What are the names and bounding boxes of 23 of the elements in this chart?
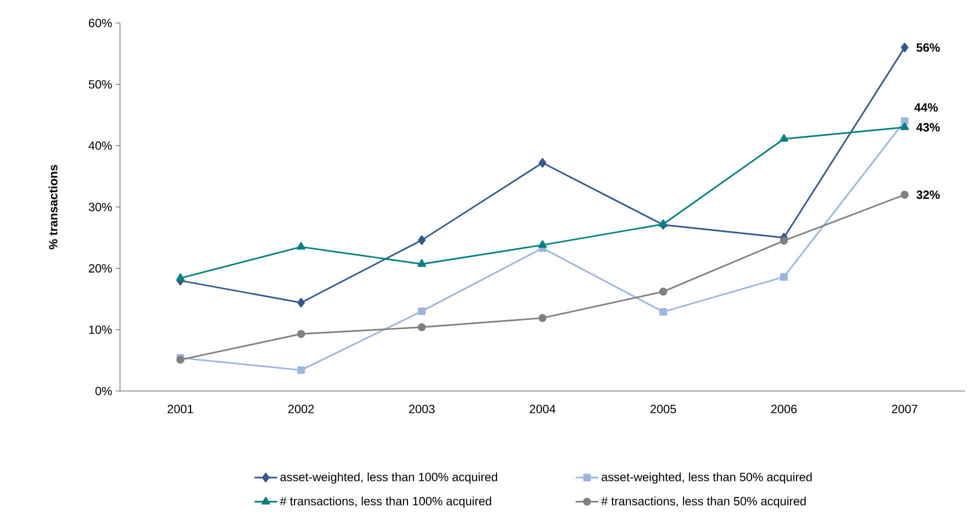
x-tick-label: 2001 (168, 404, 194, 414)
data-label: 43% (916, 123, 940, 132)
x-tick-label: 2007 (892, 404, 918, 414)
legend-label: asset-weighted, less than 100% acquired (280, 472, 498, 484)
y-tick-label: 30% (88, 202, 112, 212)
legend-label: # transactions, less than 50% acquired (601, 496, 806, 508)
x-tick-label: 2003 (409, 404, 435, 414)
data-label: 32% (916, 190, 940, 199)
y-tick-label: 40% (88, 141, 112, 150)
x-tick-label: 2005 (650, 404, 676, 414)
legend-label: # transactions, less than 100% acquired (280, 496, 492, 508)
data-label: 44% (914, 103, 938, 112)
x-tick-label: 2006 (771, 404, 797, 414)
y-tick-label: 50% (88, 80, 112, 89)
y-tick-label: 0% (95, 386, 112, 396)
x-tick-label: 2002 (288, 404, 314, 414)
y-tick-label: 60% (88, 18, 112, 28)
x-tick-label: 2004 (530, 404, 556, 414)
data-label: 56% (916, 43, 940, 52)
y-tick-label: 20% (88, 264, 112, 273)
legend-label: asset-weighted, less than 50% acquired (602, 472, 812, 484)
y-tick-label: 10% (89, 325, 112, 334)
y-axis-title: % transactions (48, 164, 58, 250)
